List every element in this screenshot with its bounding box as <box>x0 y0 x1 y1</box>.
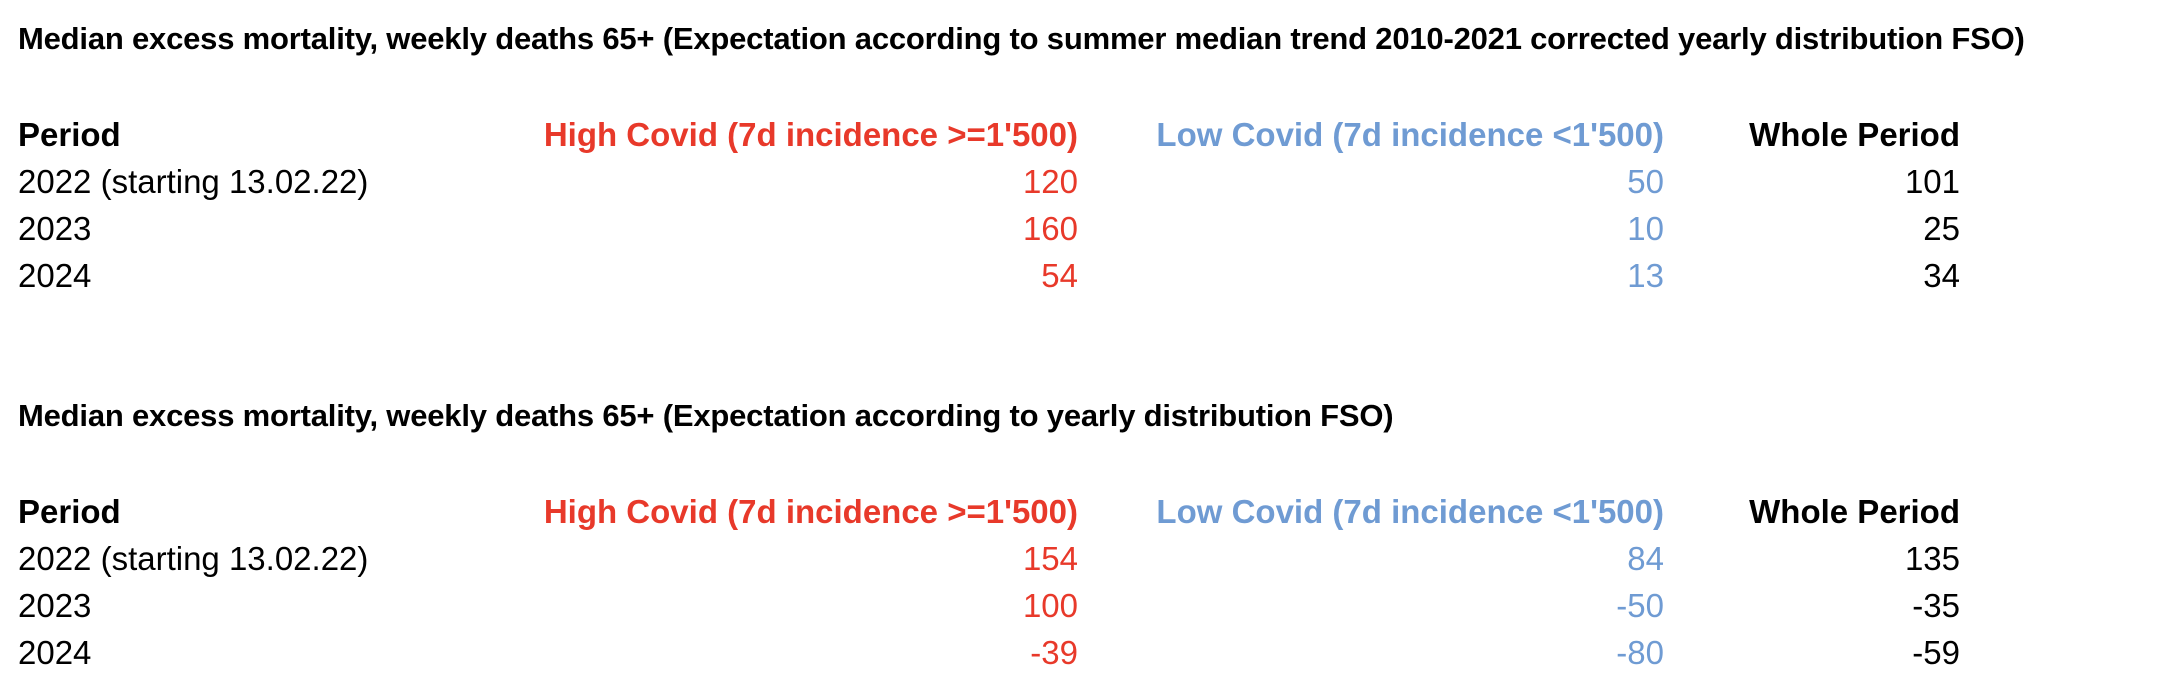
cell-period: 2022 (starting 13.02.22) <box>18 540 369 577</box>
table-row: 2023 100 -50 -35 <box>0 582 2182 629</box>
cell-whole-period: 135 <box>1904 540 1960 577</box>
header-whole-period: Whole Period <box>1749 493 1960 530</box>
header-low-covid: Low Covid (7d incidence <1'500) <box>1156 116 1664 153</box>
table-header-row: Period High Covid (7d incidence >=1'500)… <box>0 111 2182 158</box>
cell-low-covid: 84 <box>1627 540 1664 577</box>
cell-low-covid: -80 <box>1616 634 1664 671</box>
table-title: Median excess mortality, weekly deaths 6… <box>18 21 2025 56</box>
cell-whole-period: -35 <box>1912 587 1960 624</box>
header-high-covid: High Covid (7d incidence >=1'500) <box>543 493 1078 530</box>
table-header-row: Period High Covid (7d incidence >=1'500)… <box>0 488 2182 535</box>
cell-whole-period: 101 <box>1904 163 1960 200</box>
cell-period: 2024 <box>18 257 92 294</box>
cell-low-covid: -50 <box>1616 587 1664 624</box>
cell-period: 2024 <box>18 634 92 671</box>
cell-high-covid: -39 <box>1030 634 1078 671</box>
header-low-covid: Low Covid (7d incidence <1'500) <box>1156 493 1664 530</box>
table-row: 2024 -39 -80 -59 <box>0 629 2182 676</box>
cell-high-covid: 120 <box>1022 163 1078 200</box>
header-period: Period <box>18 493 121 530</box>
cell-low-covid: 50 <box>1627 163 1664 200</box>
table-row: 2022 (starting 13.02.22) 154 84 135 <box>0 535 2182 582</box>
cell-high-covid: 154 <box>1022 540 1078 577</box>
table-row: 2022 (starting 13.02.22) 120 50 101 <box>0 158 2182 205</box>
cell-high-covid: 54 <box>1041 257 1078 294</box>
cell-period: 2022 (starting 13.02.22) <box>18 163 369 200</box>
header-high-covid: High Covid (7d incidence >=1'500) <box>543 116 1078 153</box>
cell-period: 2023 <box>18 210 92 247</box>
cell-high-covid: 100 <box>1022 587 1078 624</box>
cell-low-covid: 10 <box>1627 210 1664 247</box>
cell-period: 2023 <box>18 587 92 624</box>
cell-whole-period: 25 <box>1923 210 1960 247</box>
cell-whole-period: -59 <box>1912 634 1960 671</box>
table-row: 2024 54 13 34 <box>0 252 2182 299</box>
cell-high-covid: 160 <box>1022 210 1078 247</box>
header-period: Period <box>18 116 121 153</box>
header-whole-period: Whole Period <box>1749 116 1960 153</box>
table-row: 2023 160 10 25 <box>0 205 2182 252</box>
table-title: Median excess mortality, weekly deaths 6… <box>18 398 1394 433</box>
cell-whole-period: 34 <box>1923 257 1960 294</box>
cell-low-covid: 13 <box>1627 257 1664 294</box>
